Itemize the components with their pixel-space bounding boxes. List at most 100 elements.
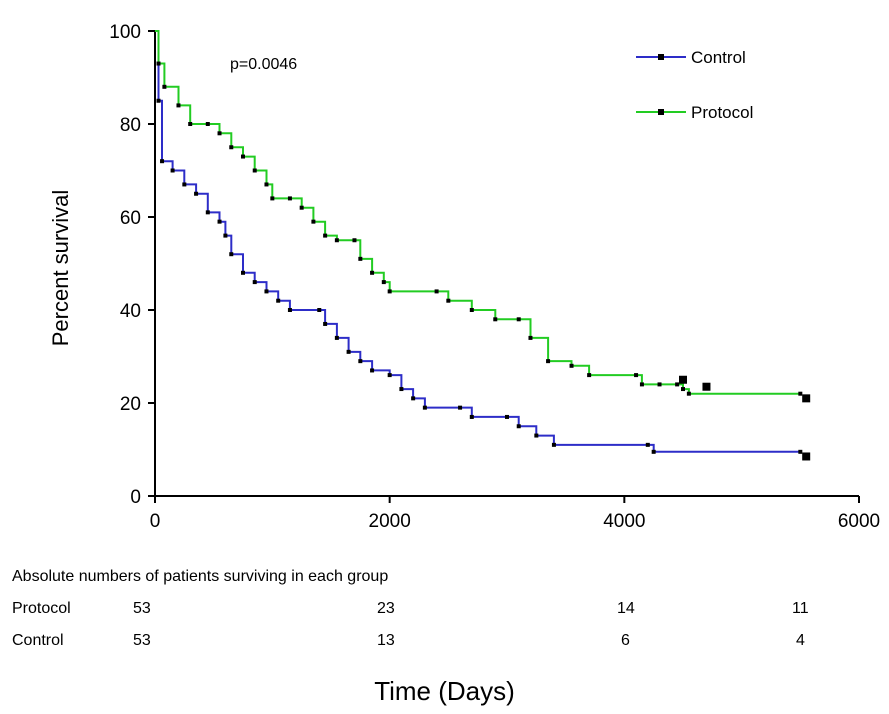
series-point-control	[516, 424, 521, 429]
series-point-protocol	[675, 382, 680, 387]
series-point-protocol	[381, 280, 386, 285]
series-point-control	[798, 449, 803, 454]
series-point-control	[422, 405, 427, 410]
series-point-protocol	[546, 359, 551, 364]
series-point-protocol	[188, 122, 193, 126]
series-point-protocol	[264, 182, 269, 187]
series-point-control	[205, 210, 210, 215]
series-point-control	[370, 368, 375, 373]
censor-mark-protocol	[702, 382, 711, 391]
censor-mark-control	[802, 452, 811, 461]
series-line-protocol	[155, 30, 801, 395]
table-cell-protocol-0: 53	[133, 600, 151, 617]
y-axis-label: Percent survival	[48, 190, 73, 347]
series-point-control	[170, 168, 175, 173]
table-cell-protocol-4000: 14	[617, 600, 635, 617]
x-axis-label: Time (Days)	[374, 676, 515, 706]
series-point-protocol	[299, 205, 304, 210]
series-point-protocol	[681, 387, 685, 392]
y-tick-label-80: 80	[120, 115, 141, 136]
series-point-control	[534, 433, 539, 438]
legend-label-control: Control	[691, 48, 746, 67]
series-point-protocol	[587, 373, 592, 378]
table-row-control-label: Control	[12, 632, 64, 649]
series-point-protocol	[270, 196, 275, 201]
x-tick-label-6000: 6000	[838, 511, 880, 532]
series-point-control	[160, 159, 165, 164]
series-point-control	[334, 335, 339, 340]
series-point-protocol	[323, 233, 328, 238]
series-point-protocol	[162, 84, 167, 89]
series-point-protocol	[657, 382, 662, 387]
table-title: Absolute numbers of patients surviving i…	[12, 568, 389, 585]
series-point-protocol	[334, 238, 339, 243]
series-point-control	[469, 414, 474, 419]
series-point-control	[317, 308, 322, 312]
series-point-protocol	[287, 196, 292, 201]
series-point-protocol	[205, 122, 210, 126]
x-tick-label-0: 0	[150, 511, 161, 532]
series-point-control	[276, 298, 281, 303]
series-point-protocol	[469, 308, 474, 312]
series-point-control	[411, 396, 416, 401]
series-point-protocol	[370, 270, 375, 275]
series-point-control	[194, 191, 199, 196]
series-point-protocol	[358, 256, 363, 261]
series-point-control	[252, 280, 257, 285]
y-tick-label-0: 0	[130, 487, 141, 508]
chart-axes: 0 20 40 60 80 100 0 2000 4000 6000	[109, 22, 880, 532]
censor-mark-protocol	[802, 394, 811, 403]
x-tick-label-4000: 4000	[603, 511, 645, 532]
series-point-protocol	[634, 373, 639, 378]
y-tick-label-60: 60	[120, 208, 141, 229]
censor-mark-protocol	[679, 375, 687, 384]
table-cell-protocol-2000: 23	[377, 600, 395, 617]
y-tick-label-20: 20	[120, 394, 141, 415]
y-tick-label-100: 100	[109, 22, 141, 43]
series-point-control	[229, 252, 234, 257]
series-point-control	[551, 442, 556, 447]
series-point-control	[241, 270, 245, 275]
series-point-protocol	[528, 335, 533, 340]
p-value-annotation: p=0.0046	[230, 56, 297, 73]
series-point-protocol	[493, 317, 498, 322]
series-layer	[155, 30, 811, 461]
series-point-protocol	[241, 154, 245, 159]
table-cell-control-2000: 13	[377, 632, 395, 649]
series-point-protocol	[516, 317, 521, 322]
series-point-control	[458, 405, 463, 410]
series-point-protocol	[446, 298, 451, 303]
series-point-control	[399, 387, 404, 392]
table-row-protocol-label: Protocol	[12, 600, 71, 617]
y-tick-label-40: 40	[120, 301, 141, 322]
series-point-control	[651, 449, 656, 454]
series-point-protocol	[686, 391, 691, 396]
series-point-protocol	[387, 289, 392, 294]
series-point-control	[156, 98, 161, 103]
table-cell-control-4000: 6	[621, 632, 630, 649]
series-point-control	[287, 308, 292, 312]
series-point-protocol	[639, 382, 644, 387]
table-cell-control-0: 53	[133, 632, 151, 649]
series-point-protocol	[229, 145, 234, 150]
series-point-protocol	[176, 103, 181, 108]
series-point-control	[505, 414, 509, 419]
series-point-protocol	[569, 363, 574, 368]
series-point-control	[358, 359, 363, 364]
series-point-control	[645, 442, 650, 447]
series-point-control	[182, 182, 187, 187]
table-cell-protocol-5500: 11	[792, 600, 809, 617]
legend-marker-protocol	[658, 109, 664, 115]
x-tick-label-2000: 2000	[369, 511, 411, 532]
series-point-protocol	[311, 219, 316, 224]
series-point-control	[264, 289, 269, 294]
series-point-protocol	[217, 131, 222, 136]
series-point-protocol	[156, 61, 161, 66]
series-point-protocol	[252, 168, 257, 173]
series-point-protocol	[798, 391, 803, 396]
series-point-control	[387, 373, 392, 378]
series-point-control	[346, 349, 351, 354]
series-point-control	[223, 233, 228, 238]
series-point-control	[323, 321, 328, 326]
